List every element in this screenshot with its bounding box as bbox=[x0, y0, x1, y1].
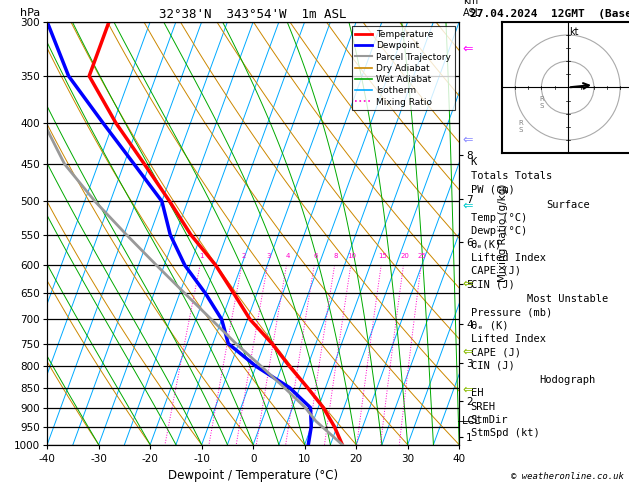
Text: 6: 6 bbox=[313, 253, 318, 260]
Text: hPa: hPa bbox=[20, 8, 41, 17]
Text: Dewp (°C): Dewp (°C) bbox=[470, 226, 527, 236]
Text: kt: kt bbox=[569, 27, 579, 37]
Text: StmDir: StmDir bbox=[470, 415, 508, 425]
Text: EH: EH bbox=[470, 388, 483, 399]
Text: ⇐: ⇐ bbox=[462, 278, 473, 291]
Text: Most Unstable: Most Unstable bbox=[527, 294, 608, 304]
Text: CAPE (J): CAPE (J) bbox=[470, 266, 521, 276]
Text: Hodograph: Hodograph bbox=[540, 375, 596, 385]
Text: Pressure (mb): Pressure (mb) bbox=[470, 307, 552, 317]
Text: PW (cm): PW (cm) bbox=[470, 185, 515, 195]
Text: Surface: Surface bbox=[546, 200, 589, 210]
Text: © weatheronline.co.uk: © weatheronline.co.uk bbox=[511, 472, 624, 481]
Text: 27.04.2024  12GMT  (Base: 18): 27.04.2024 12GMT (Base: 18) bbox=[470, 9, 629, 19]
Text: K: K bbox=[470, 157, 477, 167]
Text: θₑ(K): θₑ(K) bbox=[470, 240, 502, 249]
Text: ⇐: ⇐ bbox=[462, 199, 473, 212]
Text: CIN (J): CIN (J) bbox=[470, 279, 515, 289]
Text: 2: 2 bbox=[241, 253, 245, 260]
Text: 3: 3 bbox=[267, 253, 271, 260]
Text: θₑ (K): θₑ (K) bbox=[470, 320, 508, 330]
Text: CAPE (J): CAPE (J) bbox=[470, 347, 521, 357]
Text: ⇐: ⇐ bbox=[462, 345, 473, 358]
X-axis label: Dewpoint / Temperature (°C): Dewpoint / Temperature (°C) bbox=[168, 469, 338, 482]
Text: ⇐: ⇐ bbox=[462, 383, 473, 396]
Text: 20: 20 bbox=[400, 253, 409, 260]
Text: 1: 1 bbox=[199, 253, 204, 260]
Text: Lifted Index: Lifted Index bbox=[470, 253, 546, 262]
Text: ⇐: ⇐ bbox=[462, 134, 473, 147]
Text: 15: 15 bbox=[378, 253, 387, 260]
Text: SREH: SREH bbox=[470, 401, 496, 412]
Text: ⇐: ⇐ bbox=[462, 43, 473, 56]
Legend: Temperature, Dewpoint, Parcel Trajectory, Dry Adiabat, Wet Adiabat, Isotherm, Mi: Temperature, Dewpoint, Parcel Trajectory… bbox=[352, 26, 455, 110]
Text: 4: 4 bbox=[286, 253, 290, 260]
Text: LCL: LCL bbox=[459, 416, 480, 426]
Text: CIN (J): CIN (J) bbox=[470, 361, 515, 371]
Title: 32°38'N  343°54'W  1m ASL: 32°38'N 343°54'W 1m ASL bbox=[159, 8, 347, 21]
Text: StmSpd (kt): StmSpd (kt) bbox=[470, 428, 540, 438]
Text: 8: 8 bbox=[334, 253, 338, 260]
Text: 10: 10 bbox=[348, 253, 357, 260]
Text: Totals Totals: Totals Totals bbox=[470, 171, 552, 181]
Text: Lifted Index: Lifted Index bbox=[470, 334, 546, 344]
Text: R
S: R S bbox=[539, 97, 544, 109]
Text: Temp (°C): Temp (°C) bbox=[470, 213, 527, 223]
Text: 25: 25 bbox=[418, 253, 426, 260]
Y-axis label: Mixing Ratio (g/kg): Mixing Ratio (g/kg) bbox=[498, 184, 508, 282]
Text: R
S: R S bbox=[518, 120, 523, 133]
Text: km
ASL: km ASL bbox=[464, 0, 482, 17]
